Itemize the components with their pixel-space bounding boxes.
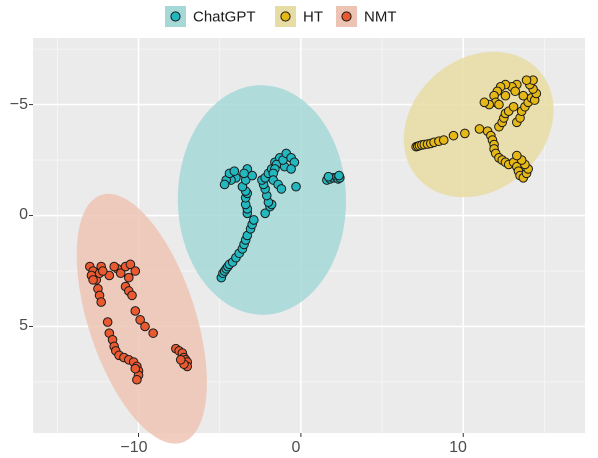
point-ht: [508, 101, 519, 112]
point-nmt: [148, 328, 158, 338]
point-nmt: [88, 275, 98, 285]
legend-label-chatgpt: ChatGPT: [193, 9, 256, 26]
data-points: [85, 75, 542, 385]
point-chatgpt: [276, 184, 287, 194]
point-chatgpt: [260, 208, 270, 219]
legend-key-ht: [280, 11, 291, 22]
point-nmt: [102, 317, 113, 327]
point-chatgpt: [219, 179, 230, 190]
point-chatgpt: [291, 181, 301, 192]
point-nmt: [132, 374, 142, 385]
point-ht: [438, 135, 449, 145]
point-ht: [474, 124, 485, 134]
legend-item-chatgpt: ChatGPT: [165, 6, 256, 27]
point-nmt: [130, 266, 141, 276]
point-nmt: [109, 261, 119, 272]
x-tick-label-neg10: −10: [120, 439, 147, 456]
point-nmt: [123, 272, 134, 283]
legend-key-nmt: [341, 11, 352, 22]
point-ht: [479, 97, 490, 108]
point-ht: [460, 128, 470, 139]
legend-key-chatgpt: [170, 11, 181, 22]
point-ht: [512, 150, 522, 161]
point-chatgpt: [239, 168, 249, 179]
point-ht: [448, 130, 459, 141]
point-nmt: [175, 354, 186, 365]
point-nmt: [104, 270, 115, 281]
legend-label-ht: HT: [303, 9, 323, 26]
point-chatgpt: [334, 170, 344, 181]
point-ht: [521, 75, 532, 85]
point-nmt: [115, 268, 126, 279]
point-nmt: [125, 259, 136, 270]
point-chatgpt: [323, 171, 334, 182]
point-nmt: [96, 297, 106, 307]
point-nmt: [130, 306, 141, 316]
axis-ticks: [29, 104, 464, 437]
legend-item-nmt: NMT: [336, 6, 397, 27]
point-ht: [494, 99, 504, 110]
point-nmt: [135, 315, 145, 325]
x-tick-label-10: 10: [449, 439, 467, 456]
legend: ChatGPT HT NMT: [165, 6, 397, 27]
point-ht: [500, 90, 511, 101]
point-ht: [518, 90, 529, 101]
point-chatgpt: [229, 166, 240, 176]
legend-item-ht: HT: [275, 6, 323, 27]
point-chatgpt: [286, 164, 296, 174]
ellipse-chatgpt: [177, 85, 346, 315]
point-nmt: [130, 363, 141, 374]
point-ht: [510, 86, 520, 97]
y-tick-label-neg5: 5: [19, 317, 28, 334]
y-tick-label-5: −5: [10, 96, 28, 113]
point-nmt: [98, 266, 108, 276]
point-nmt: [140, 321, 150, 332]
legend-label-nmt: NMT: [364, 9, 397, 26]
y-tick-label-0: 0: [19, 206, 28, 223]
point-nmt: [127, 290, 137, 301]
x-tick-label-0: 0: [292, 439, 301, 456]
point-chatgpt: [249, 215, 259, 225]
